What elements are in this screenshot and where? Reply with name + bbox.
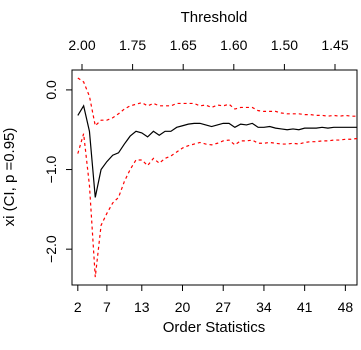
ci-lower-line bbox=[77, 133, 358, 278]
x-tick-label: 41 bbox=[297, 299, 313, 315]
left-axis: 0.0 −1.0 −2.0 bbox=[43, 80, 72, 263]
y-tick-label: −1.0 bbox=[43, 156, 59, 184]
x-tick-label: 7 bbox=[103, 299, 111, 315]
bottom-axis: 2 7 13 20 27 34 41 48 bbox=[74, 285, 353, 315]
ci-upper-line bbox=[77, 77, 357, 127]
top-tick-label: 1.60 bbox=[220, 37, 247, 53]
y-axis-label: xi (CI, p =0.95) bbox=[1, 128, 18, 227]
top-axis-title: Threshold bbox=[181, 9, 248, 26]
top-tick-label: 1.75 bbox=[119, 37, 146, 53]
x-tick-label: 20 bbox=[175, 299, 191, 315]
series-layer bbox=[77, 77, 358, 278]
x-axis-label: Order Statistics bbox=[163, 319, 266, 336]
x-tick-label: 2 bbox=[74, 299, 82, 315]
x-tick-label: 34 bbox=[256, 299, 272, 315]
x-tick-label: 48 bbox=[338, 299, 354, 315]
top-tick-label: 1.50 bbox=[271, 37, 298, 53]
y-tick-label: 0.0 bbox=[43, 80, 59, 100]
estimate-line bbox=[77, 104, 357, 198]
top-tick-label: 2.00 bbox=[68, 37, 95, 53]
x-tick-label: 27 bbox=[215, 299, 231, 315]
top-tick-label: 1.65 bbox=[170, 37, 197, 53]
x-tick-label: 13 bbox=[134, 299, 150, 315]
plot-frame bbox=[71, 69, 358, 286]
top-axis: 2.00 1.75 1.65 1.60 1.50 1.45 bbox=[68, 37, 349, 70]
top-tick-label: 1.45 bbox=[321, 37, 348, 53]
y-tick-label: −2.0 bbox=[43, 235, 59, 263]
